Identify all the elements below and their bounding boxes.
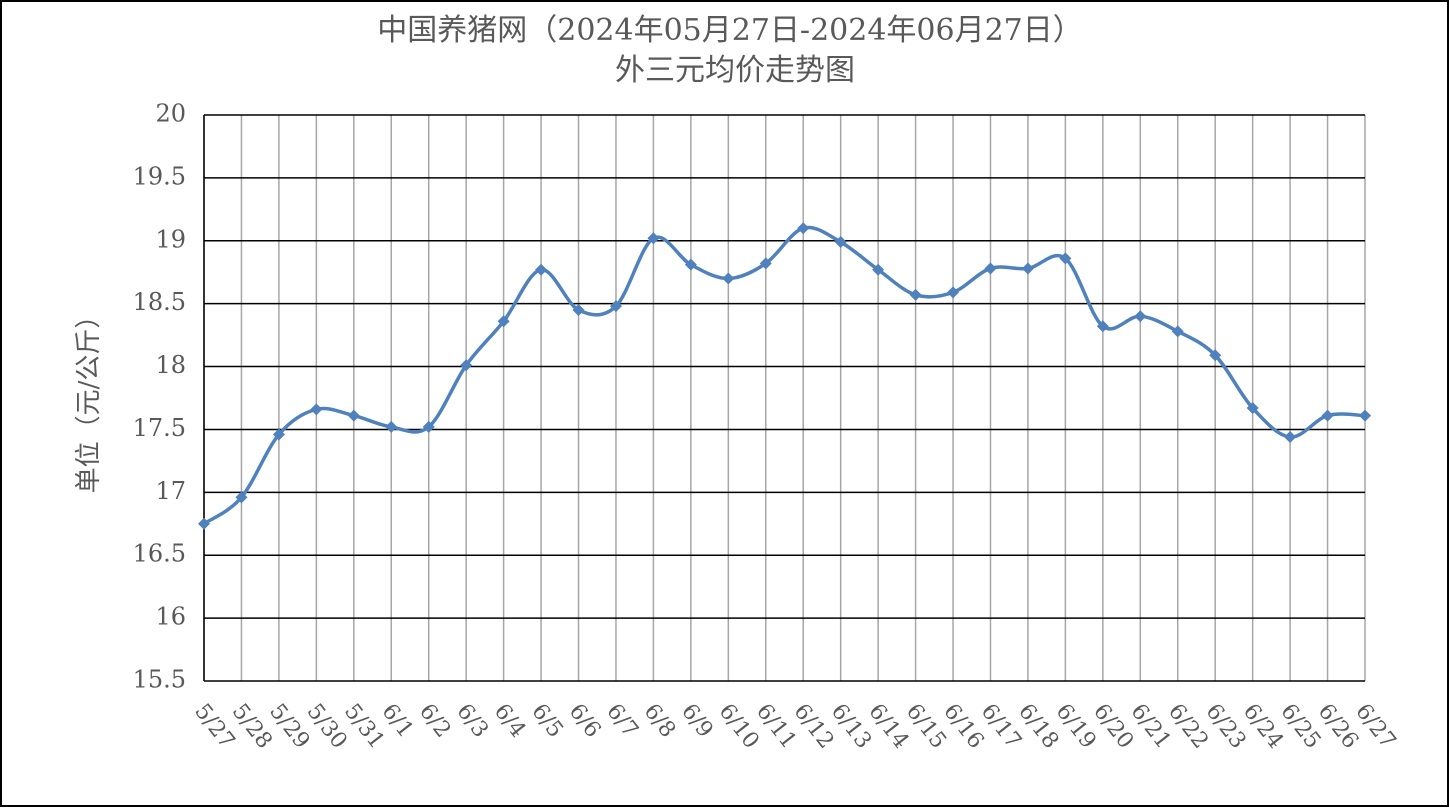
marker xyxy=(272,428,285,441)
marker xyxy=(347,409,360,422)
marker xyxy=(797,222,810,235)
y-tick-label: 19 xyxy=(155,225,186,253)
marker xyxy=(198,517,210,530)
y-tick-label: 18.5 xyxy=(133,288,186,316)
y-tick-label: 17 xyxy=(155,477,186,505)
marker xyxy=(947,286,960,299)
line xyxy=(202,225,1366,526)
marker xyxy=(1246,402,1259,415)
marker xyxy=(759,257,772,270)
y-tick-label: 16 xyxy=(155,603,186,631)
y-tick-label: 18 xyxy=(155,351,186,379)
marker xyxy=(235,491,248,504)
y-tick-label: 19.5 xyxy=(133,162,186,190)
marker xyxy=(684,258,697,271)
marker xyxy=(1284,430,1297,443)
marker xyxy=(497,315,510,328)
marker xyxy=(647,232,660,245)
y-axis-label: 单位（元/公斤） xyxy=(74,303,104,494)
marker xyxy=(1096,320,1109,333)
y-tick-label: 16.5 xyxy=(133,540,186,568)
marker xyxy=(310,403,323,416)
y-tick-label: 20 xyxy=(155,100,186,128)
marker xyxy=(535,263,548,276)
marker xyxy=(572,303,585,316)
marker xyxy=(1134,310,1147,323)
marker xyxy=(722,272,735,285)
y-tick-label: 15.5 xyxy=(133,666,186,694)
y-tick-label: 17.5 xyxy=(133,414,186,442)
marker xyxy=(1021,262,1034,275)
marker xyxy=(1059,252,1072,265)
marker xyxy=(984,262,997,275)
marker xyxy=(872,263,885,276)
marker xyxy=(460,359,473,372)
marker xyxy=(385,420,398,433)
marker xyxy=(1171,325,1184,338)
marker xyxy=(1359,409,1371,422)
marker xyxy=(1321,409,1334,422)
marker xyxy=(1209,349,1222,362)
marker xyxy=(834,236,847,249)
chart-subtitle: 外三元均价走势图 xyxy=(615,53,855,88)
marker xyxy=(909,288,922,301)
marker xyxy=(422,420,435,433)
marker xyxy=(609,300,622,313)
chart-title: 中国养猪网（2024年05月27日-2024年06月27日） xyxy=(377,13,1083,48)
